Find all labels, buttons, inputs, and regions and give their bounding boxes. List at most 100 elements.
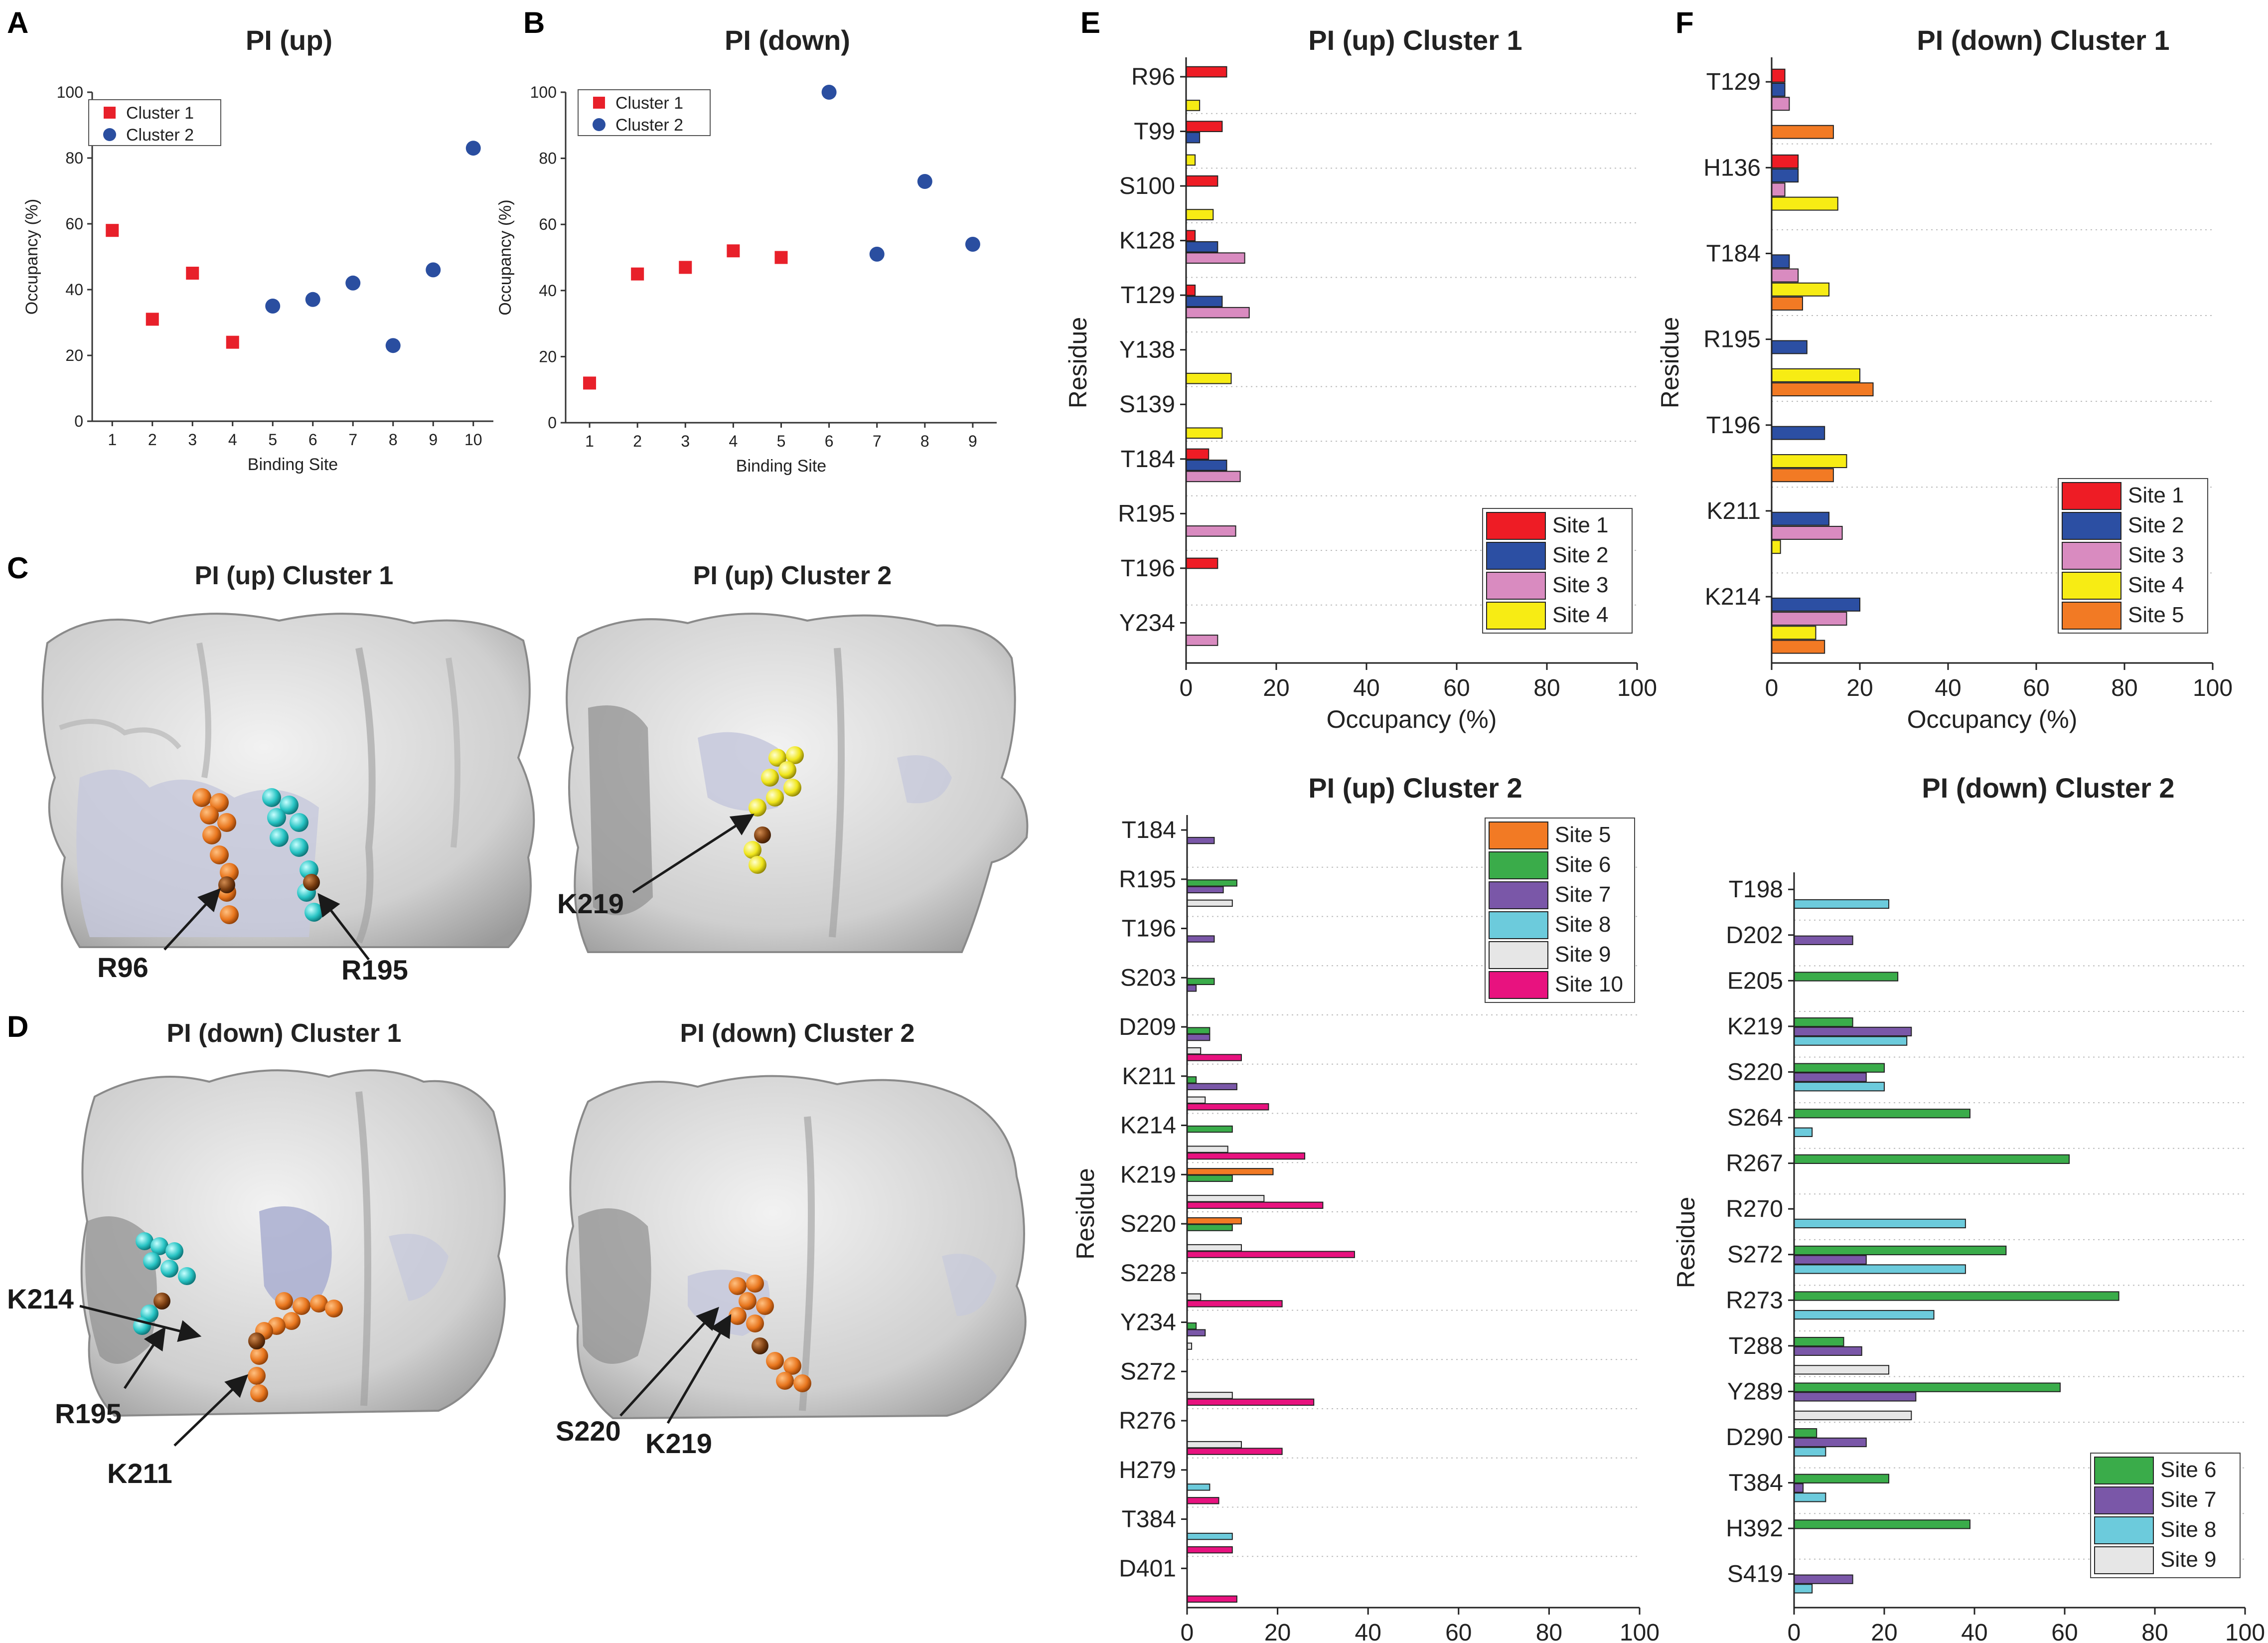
bar-t99-site-1 — [1186, 121, 1223, 132]
bar-y138-site-4 — [1186, 372, 1232, 384]
protein-surface-pi-up-cluster2 — [566, 613, 1029, 953]
bar-t288-site-6 — [1794, 1336, 1844, 1347]
bar-t184-site-3 — [1186, 471, 1241, 483]
label-s220: S220 — [556, 1415, 621, 1447]
y-tick-label-d209: D209 — [1119, 1014, 1176, 1040]
y-tick-label-r96: R96 — [1131, 64, 1175, 90]
bar-t196-site-4 — [1771, 454, 1847, 469]
legend-swatch-site-9 — [2094, 1546, 2154, 1574]
y-tick-label-r195: R195 — [1118, 500, 1175, 527]
bar-s100-site-1 — [1186, 175, 1218, 187]
legend-swatch-site-5 — [1489, 822, 1548, 849]
bar-h136-site-4 — [1771, 196, 1838, 211]
bar-h279-site-8 — [1187, 1483, 1210, 1491]
x-tick-label: 3 — [681, 432, 690, 450]
point-cluster-2-site-9 — [426, 262, 441, 278]
bar-k128-site-3 — [1186, 252, 1245, 264]
bar-k219-site-7 — [1794, 1026, 1912, 1037]
panel-c-left-title: PI (up) Cluster 1 — [195, 561, 394, 590]
y-tick-label-t184: T184 — [1122, 817, 1176, 843]
y-axis-label: Residue — [1672, 1197, 1700, 1288]
x-tick-label: 60 — [2023, 675, 2049, 701]
label-r195: R195 — [341, 954, 408, 986]
y-tick-label-t129: T129 — [1706, 69, 1761, 95]
x-tick-label: 60 — [1443, 675, 1470, 701]
bar-t288-site-7 — [1794, 1346, 1862, 1356]
bar-s220-site-8 — [1794, 1082, 1885, 1092]
panel-letter-b: B — [523, 6, 545, 39]
bar-d209-site-10 — [1187, 1054, 1242, 1061]
point-cluster-2-site-8 — [917, 174, 932, 189]
point-cluster-2-site-7 — [345, 275, 361, 291]
x-axis-label: Occupancy (%) — [1907, 705, 2078, 733]
y-tick-label-k219: K219 — [1120, 1161, 1176, 1188]
cyan-lipid-beads-d — [133, 1232, 196, 1335]
legend-label-site-8: Site 8 — [1555, 912, 1611, 937]
bar-k214-site-9 — [1187, 1146, 1228, 1153]
bar-k219-site-9 — [1187, 1195, 1265, 1202]
legend-label-site-7: Site 7 — [1555, 882, 1611, 907]
y-tick-label: 60 — [539, 215, 557, 233]
point-cluster-1-site-1 — [583, 376, 597, 390]
y-tick-label-d202: D202 — [1726, 922, 1783, 949]
bar-y289-site-9 — [1794, 1410, 1912, 1421]
y-tick-label-r270: R270 — [1726, 1196, 1783, 1222]
legend-swatch-site-3 — [2062, 542, 2121, 570]
y-axis-label: Residue — [1064, 317, 1092, 408]
bar-t196-site-2 — [1771, 426, 1825, 440]
x-tick-label: 40 — [1935, 675, 1961, 701]
x-tick-label: 8 — [389, 431, 398, 449]
x-axis-label: Occupancy (%) — [1327, 705, 1497, 733]
x-tick-label: 80 — [1536, 1620, 1562, 1643]
bar-k211-site-6 — [1187, 1076, 1197, 1084]
legend-label-site-5: Site 5 — [2128, 603, 2184, 627]
y-tick-label-t129: T129 — [1121, 282, 1175, 309]
bar-d209-site-6 — [1187, 1027, 1210, 1034]
bar-t196-site-5 — [1771, 468, 1834, 483]
bar-t184-site-1 — [1186, 448, 1210, 460]
panel-d-left-title: PI (down) Cluster 1 — [167, 1019, 402, 1048]
legend-swatch-cluster-2 — [103, 128, 116, 141]
bar-s272-site-6 — [1794, 1245, 2007, 1256]
bar-r96-site-1 — [1186, 66, 1227, 78]
bar-t384-site-10 — [1187, 1546, 1233, 1554]
bar-t196-site-1 — [1186, 557, 1218, 569]
bar-k219-site-6 — [1794, 1017, 1853, 1027]
y-tick-label-s220: S220 — [1727, 1059, 1783, 1085]
x-tick-label: 0 — [1788, 1620, 1801, 1643]
bar-s264-site-8 — [1794, 1127, 1813, 1137]
label-k211: K211 — [107, 1458, 172, 1489]
legend-swatch-site-7 — [2094, 1486, 2154, 1514]
y-tick-label: 0 — [74, 412, 83, 430]
legend-swatch-site-7 — [1489, 881, 1548, 909]
bar-t129-site-5 — [1771, 125, 1834, 139]
protein-surface-pi-up-cluster1 — [41, 613, 535, 948]
y-tick-label-k214: K214 — [1120, 1113, 1176, 1139]
x-tick-label: 5 — [777, 432, 786, 450]
point-cluster-1-site-5 — [774, 251, 788, 264]
y-tick-label-y289: Y289 — [1727, 1378, 1783, 1405]
bar-k211-site-7 — [1187, 1083, 1237, 1091]
x-tick-label: 100 — [2193, 675, 2233, 701]
point-cluster-2-site-8 — [385, 338, 401, 353]
bar-y289-site-6 — [1794, 1382, 2061, 1392]
x-tick-label: 7 — [873, 432, 882, 450]
bar-r195-site-7 — [1187, 886, 1224, 894]
bar-d401-site-10 — [1187, 1595, 1237, 1603]
x-tick-label: 1 — [108, 431, 117, 449]
y-tick-label-s220: S220 — [1120, 1211, 1176, 1237]
chart-title: PI (down) Cluster 2 — [1922, 772, 2174, 804]
x-tick-label: 80 — [1533, 675, 1560, 701]
x-tick-label: 8 — [920, 432, 929, 450]
y-tick-label-s272: S272 — [1120, 1358, 1176, 1385]
legend-label-cluster-1: Cluster 1 — [615, 94, 683, 113]
bar-s203-site-7 — [1187, 985, 1197, 992]
y-tick-label-s419: S419 — [1727, 1561, 1783, 1588]
legend-label-site-5: Site 5 — [1555, 822, 1611, 847]
bar-k214-site-5 — [1771, 640, 1825, 654]
bar-r195-site-4 — [1771, 368, 1860, 382]
y-tick-label-r267: R267 — [1726, 1150, 1783, 1177]
legend-swatch-site-10 — [1489, 971, 1548, 999]
chart-pi-down-cluster2-bars: PI (down) Cluster 2 T198 D202 E205 K219 S220 S… — [1672, 772, 2265, 1643]
x-tick-label: 40 — [1961, 1620, 1987, 1643]
